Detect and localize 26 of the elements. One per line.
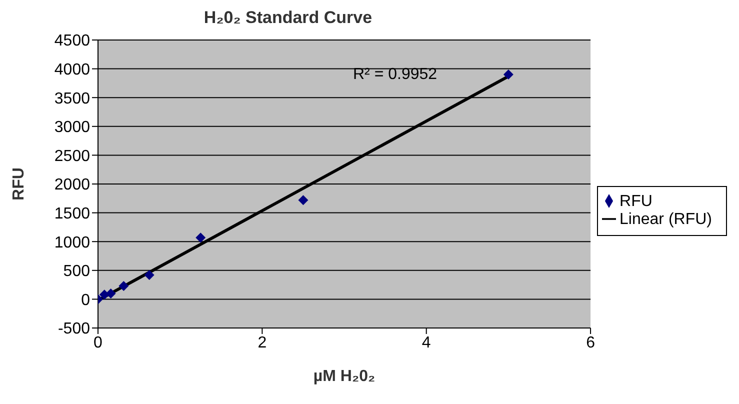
y-tick-label: -500 [58,320,90,338]
chart-title: H₂0₂ Standard Curve [202,8,374,28]
y-axis-title: RFU [10,168,28,200]
point [298,195,308,206]
x-tick-label: 0 [94,334,103,352]
legend-label: RFU [620,192,652,210]
point [106,288,116,298]
legend-label: Linear (RFU) [620,210,712,228]
y-tick-label: 3000 [54,119,90,136]
point [503,70,514,80]
x-tick-label: 4 [422,334,431,352]
point [144,270,154,280]
y-tick-label: 4500 [54,32,90,50]
point [118,280,129,291]
y-tick-label: 3500 [54,90,90,108]
y-tick-label: 1500 [54,205,90,222]
point [196,232,206,243]
x-tick-label: 2 [258,334,267,352]
x-axis-title: µM H₂0₂ [313,368,376,385]
y-tick-label: 0 [81,292,90,309]
y-tick-label: 500 [63,263,90,280]
y-tick-label: 2000 [54,176,90,194]
y-tick-label: 1000 [54,234,90,252]
y-tick-label: 2500 [54,148,90,165]
x-tick-label: 6 [586,334,596,352]
y-tick-label: 4000 [54,61,90,78]
